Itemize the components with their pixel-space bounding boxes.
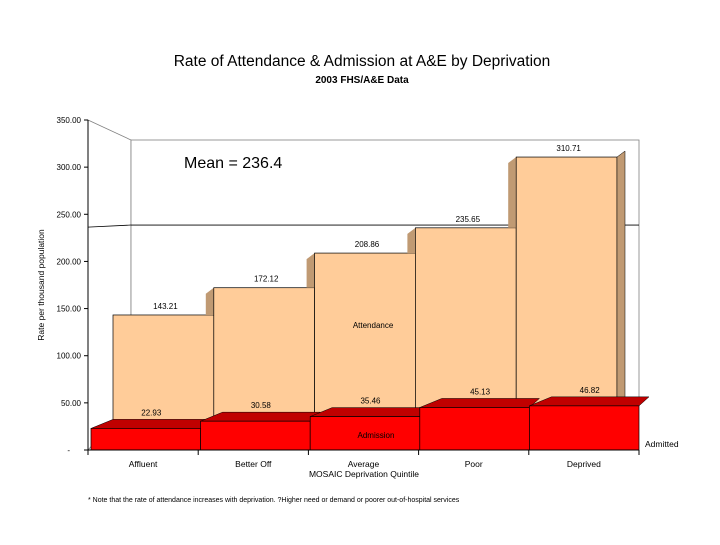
y-tick-label: 150.00 bbox=[57, 305, 82, 314]
x-axis-label: MOSAIC Deprivation Quintile bbox=[309, 469, 419, 479]
y-axis-label: Rate per thousand population bbox=[36, 229, 46, 341]
y-tick-label: 200.00 bbox=[57, 257, 82, 266]
y-tick-label: 250.00 bbox=[57, 210, 82, 219]
attendance-bar-side bbox=[508, 157, 517, 228]
admission-data-label: 22.93 bbox=[141, 408, 162, 417]
y-tick-label: 300.00 bbox=[57, 163, 82, 172]
mean-label: Mean = 236.4 bbox=[184, 155, 282, 172]
chart-subtitle: 2003 FHS/A&E Data bbox=[315, 75, 409, 86]
attendance-data-label: 143.21 bbox=[153, 302, 178, 311]
attendance-data-label: 172.12 bbox=[254, 275, 279, 284]
attendance-data-label: 310.71 bbox=[556, 144, 581, 153]
admission-series-label: Admission bbox=[358, 431, 395, 440]
y-tick-label: 50.00 bbox=[61, 399, 82, 408]
x-tick-label: Poor bbox=[465, 459, 483, 469]
attendance-data-label: 235.65 bbox=[456, 215, 481, 224]
footnote: * Note that the rate of attendance incre… bbox=[88, 497, 460, 504]
x-tick-label: Better Off bbox=[235, 459, 272, 469]
attendance-series-label: Attendance bbox=[353, 321, 394, 330]
admission-data-label: 35.46 bbox=[360, 397, 381, 406]
admission-bar bbox=[90, 428, 201, 451]
y-tick-label: 350.00 bbox=[57, 116, 82, 125]
chart-title: Rate of Attendance & Admission at A&E by… bbox=[174, 53, 551, 70]
mean-line-side bbox=[87, 224, 132, 228]
admission-data-label: 30.58 bbox=[251, 401, 272, 410]
y-tick-label: 100.00 bbox=[57, 352, 82, 361]
x-tick-label: Average bbox=[348, 459, 380, 469]
attendance-bar-side bbox=[407, 227, 416, 254]
admission-bar bbox=[419, 407, 530, 451]
admission-data-label: 46.82 bbox=[580, 386, 601, 395]
y-tick-label: - bbox=[67, 446, 70, 455]
x-tick-label: Affluent bbox=[129, 459, 158, 469]
admission-bar bbox=[529, 405, 640, 451]
admitted-label: Admitted bbox=[645, 439, 679, 449]
x-tick-label: Deprived bbox=[567, 459, 601, 469]
admission-bar bbox=[200, 420, 311, 451]
attendance-bar-side bbox=[306, 253, 315, 288]
attendance-data-label: 208.86 bbox=[355, 240, 380, 249]
admission-data-label: 45.13 bbox=[470, 387, 491, 396]
attendance-bar-side bbox=[205, 287, 214, 315]
admission-bar bbox=[309, 416, 421, 451]
